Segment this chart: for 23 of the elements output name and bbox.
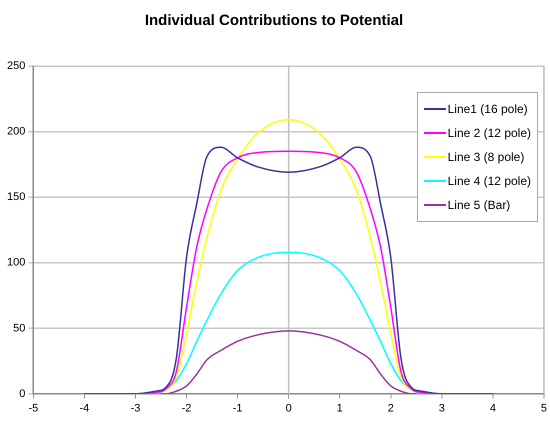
x-tick-label: -1 <box>232 402 242 414</box>
x-tick-label: 4 <box>490 402 496 414</box>
chart-title: Individual Contributions to Potential <box>144 12 404 30</box>
x-tick-label: 1 <box>336 402 343 414</box>
y-tick-label: 50 <box>13 322 26 334</box>
y-tick-label: 250 <box>6 60 26 72</box>
x-tick-label: -3 <box>130 402 140 414</box>
y-tick-label: 100 <box>6 256 26 269</box>
x-tick-label: -4 <box>80 402 90 414</box>
legend-label: Line1 (16 pole) <box>448 102 528 116</box>
legend-label: Line 4 (12 pole) <box>448 174 531 188</box>
x-tick-label: 0 <box>286 402 292 414</box>
x-tick-label: -2 <box>182 402 192 414</box>
y-tick-label: 150 <box>6 191 26 204</box>
legend-label: Line 5 (Bar) <box>448 198 510 212</box>
x-tick-label: 5 <box>540 402 548 414</box>
y-tick-label: 0 <box>19 388 26 400</box>
x-tick-label: 3 <box>438 402 445 414</box>
legend-label: Line 2 (12 pole) <box>448 126 531 140</box>
legend-label: Line 3 (8 pole) <box>448 150 524 164</box>
x-tick-label: -5 <box>28 402 38 414</box>
x-tick-label: 2 <box>388 402 394 414</box>
y-tick-label: 200 <box>6 126 26 138</box>
